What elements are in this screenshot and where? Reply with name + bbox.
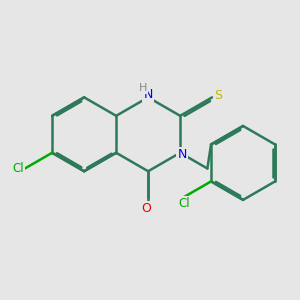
- Text: O: O: [141, 202, 151, 215]
- Text: S: S: [214, 89, 222, 102]
- Text: N: N: [177, 148, 187, 161]
- Text: N: N: [143, 88, 153, 101]
- Text: H: H: [138, 83, 147, 93]
- Text: Cl: Cl: [13, 162, 24, 175]
- Text: Cl: Cl: [178, 197, 190, 210]
